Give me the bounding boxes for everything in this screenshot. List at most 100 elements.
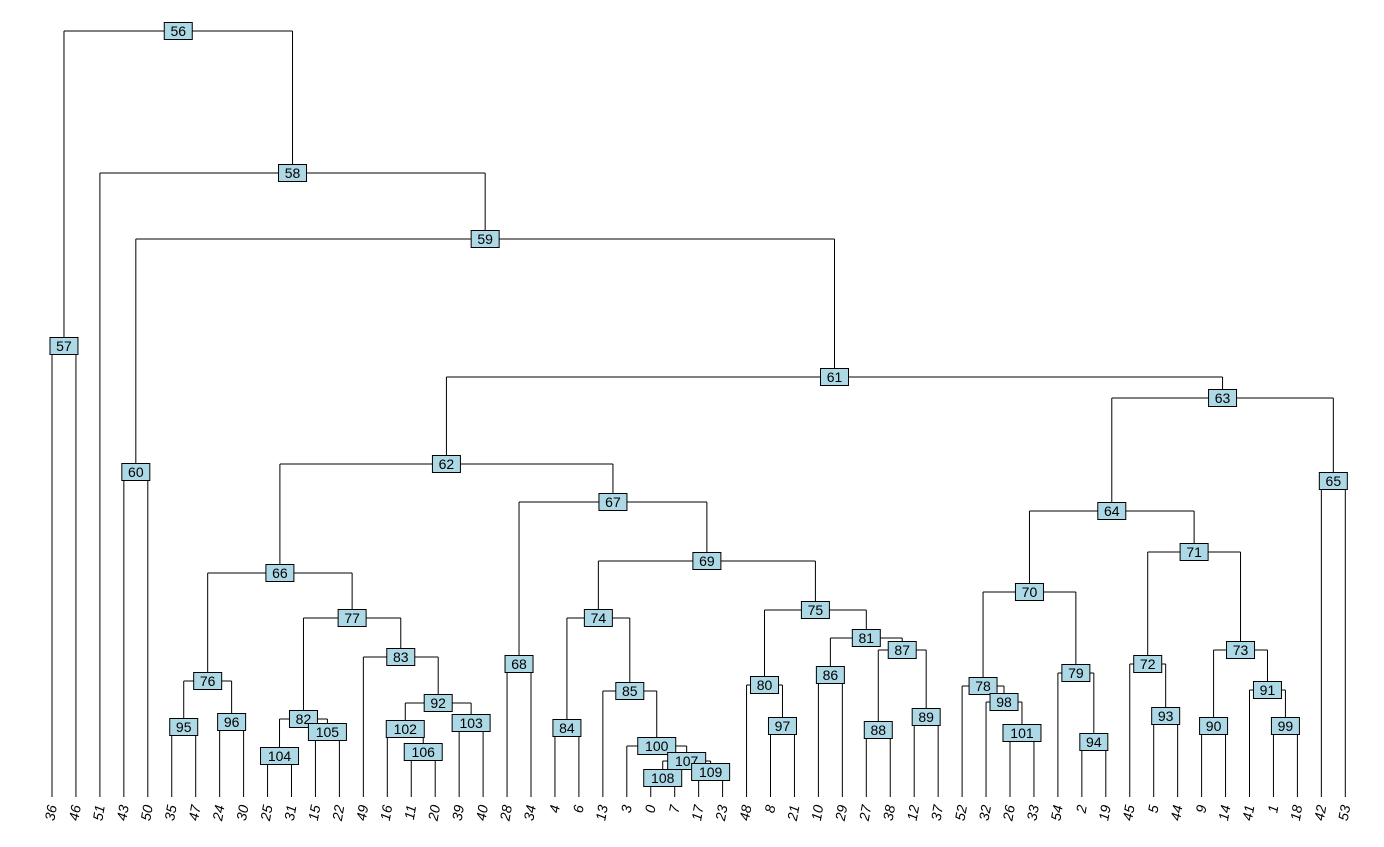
node-box <box>403 743 443 761</box>
node-label: 71 <box>1186 544 1202 560</box>
node-box <box>1133 655 1163 673</box>
leaf-label-22: 22 <box>329 804 348 823</box>
node-label: 95 <box>176 719 192 735</box>
node-label: 98 <box>996 694 1012 710</box>
node-box <box>911 708 941 726</box>
node-box <box>385 720 425 738</box>
node-box <box>863 721 893 739</box>
leaf-label-4: 4 <box>546 804 563 815</box>
node-label: 106 <box>412 744 436 760</box>
node-label: 87 <box>894 642 910 658</box>
node-label: 83 <box>393 649 409 665</box>
node-box <box>121 463 151 481</box>
node-label: 103 <box>459 715 483 731</box>
node-65: 65 <box>1318 472 1348 490</box>
node-box <box>1179 543 1209 561</box>
node-box <box>691 763 731 781</box>
leaf-label-19: 19 <box>1095 804 1113 822</box>
node-83: 83 <box>386 648 416 666</box>
node-60: 60 <box>121 463 151 481</box>
node-73: 73 <box>1226 641 1256 659</box>
leaf-label-28: 28 <box>496 804 515 823</box>
leaf-label-6: 6 <box>570 804 587 815</box>
node-98: 98 <box>989 693 1019 711</box>
leaf-label-1: 1 <box>1264 804 1281 814</box>
node-label: 99 <box>1278 718 1294 734</box>
node-label: 72 <box>1140 656 1156 672</box>
node-69: 69 <box>692 552 722 570</box>
node-label: 64 <box>1104 503 1120 519</box>
node-72: 72 <box>1133 655 1163 673</box>
leaf-label-39: 39 <box>449 804 467 822</box>
node-label: 82 <box>296 711 312 727</box>
node-box <box>1252 681 1282 699</box>
leaf-label-17: 17 <box>688 803 707 822</box>
leaf-label-52: 52 <box>952 804 970 822</box>
node-box <box>819 368 849 386</box>
node-95: 95 <box>169 718 199 736</box>
node-64: 64 <box>1097 502 1127 520</box>
leaf-label-36: 36 <box>41 804 59 822</box>
leaf-label-3: 3 <box>618 804 635 815</box>
node-99: 99 <box>1270 717 1300 735</box>
node-label: 100 <box>645 738 669 754</box>
node-box <box>423 694 453 712</box>
leaf-label-54: 54 <box>1047 804 1065 822</box>
node-58: 58 <box>278 164 308 182</box>
node-label: 85 <box>622 683 638 699</box>
node-88: 88 <box>863 721 893 739</box>
node-label: 59 <box>477 231 493 247</box>
leaf-label-16: 16 <box>377 804 395 822</box>
leaf-label-44: 44 <box>1167 804 1185 822</box>
node-63: 63 <box>1208 389 1238 407</box>
node-box <box>851 629 881 647</box>
node-box <box>1151 707 1181 725</box>
node-62: 62 <box>431 455 461 473</box>
node-box <box>337 609 367 627</box>
node-label: 60 <box>128 464 144 480</box>
node-92: 92 <box>423 694 453 712</box>
node-label: 66 <box>272 565 288 581</box>
node-106: 106 <box>403 743 443 761</box>
node-90: 90 <box>1199 717 1229 735</box>
node-label: 109 <box>699 764 723 780</box>
leaf-label-24: 24 <box>209 804 228 823</box>
node-box <box>887 641 917 659</box>
node-label: 88 <box>870 722 886 738</box>
node-box <box>1002 724 1042 742</box>
leaf-label-37: 37 <box>928 803 947 822</box>
node-label: 70 <box>1022 584 1038 600</box>
node-label: 94 <box>1086 734 1102 750</box>
leaf-label-40: 40 <box>473 804 491 822</box>
node-label: 105 <box>316 724 340 740</box>
node-box <box>800 601 830 619</box>
leaf-label-49: 49 <box>353 804 371 822</box>
leaf-label-26: 26 <box>999 804 1018 823</box>
node-79: 79 <box>1061 664 1091 682</box>
node-label: 96 <box>224 714 240 730</box>
node-box <box>1226 641 1256 659</box>
leaf-label-51: 51 <box>89 804 107 822</box>
leaf-label-43: 43 <box>113 804 131 822</box>
node-box <box>968 677 998 695</box>
node-71: 71 <box>1179 543 1209 561</box>
node-80: 80 <box>750 676 780 694</box>
nodes-layer: 56 57 58 59 60 61 62 66 76 95 96 77 82 104 105 83 92 102 1… <box>49 22 1348 787</box>
leaf-label-8: 8 <box>761 804 778 815</box>
leaf-label-47: 47 <box>185 803 204 822</box>
node-box <box>260 747 300 765</box>
node-81: 81 <box>851 629 881 647</box>
node-box <box>1097 502 1127 520</box>
node-59: 59 <box>470 230 500 248</box>
node-77: 77 <box>337 609 367 627</box>
node-box <box>1079 733 1109 751</box>
leaf-label-30: 30 <box>233 804 251 822</box>
node-70: 70 <box>1014 583 1044 601</box>
node-box <box>598 493 628 511</box>
node-74: 74 <box>583 609 613 627</box>
leaf-label-33: 33 <box>1023 804 1041 822</box>
node-93: 93 <box>1151 707 1181 725</box>
leaf-label-53: 53 <box>1335 804 1353 822</box>
node-label: 58 <box>285 165 301 181</box>
node-label: 91 <box>1260 682 1276 698</box>
